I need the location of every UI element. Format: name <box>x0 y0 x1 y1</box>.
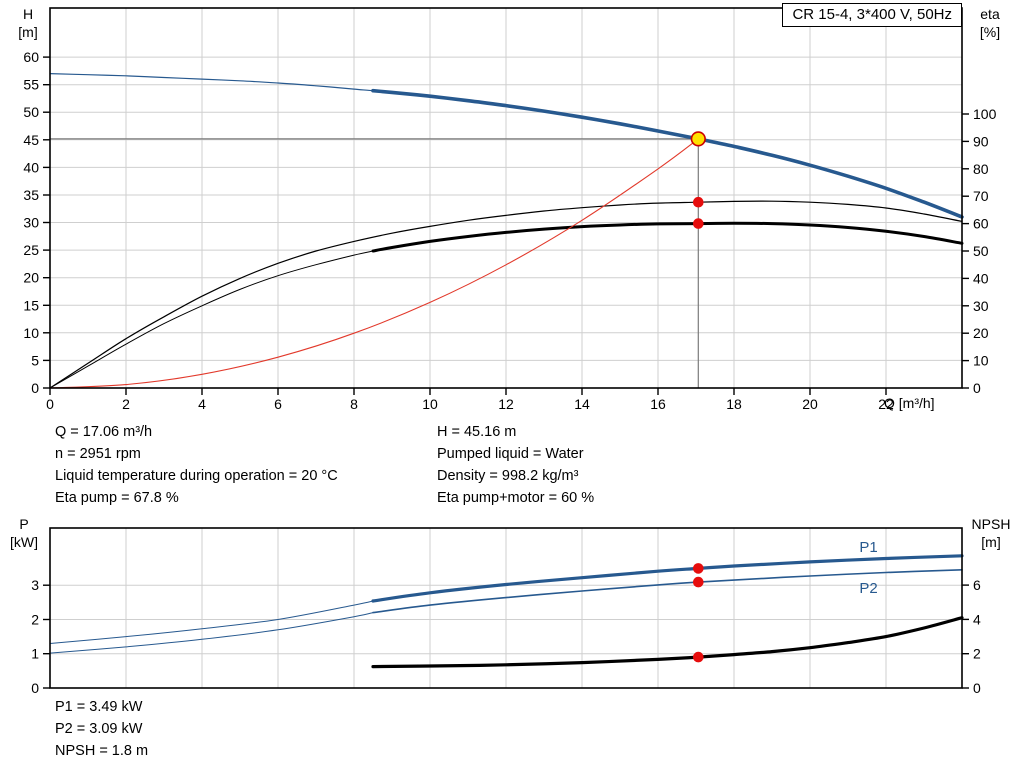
duty-value-dot <box>693 563 704 574</box>
head-axis-unit: [m] <box>18 24 38 40</box>
qh-curve <box>371 88 964 219</box>
y-right-tick-label: 0 <box>973 680 981 696</box>
speed-readout: n = 2951 rpm <box>55 446 141 462</box>
y-left-tick-label: 0 <box>31 380 39 396</box>
head-axis-caption: H [m] <box>10 5 46 41</box>
p2-curve <box>372 569 963 614</box>
y-right-tick-label: 60 <box>973 216 989 232</box>
y-left-tick-label: 10 <box>23 325 39 341</box>
density-readout: Density = 998.2 kg/m³ <box>437 468 579 484</box>
y-left-tick-label: 30 <box>23 215 39 231</box>
p2-curve-low-flow <box>49 612 374 654</box>
y-right-tick-label: 90 <box>973 133 989 149</box>
power-axis-caption: P [kW] <box>2 515 46 551</box>
x-tick-label: 14 <box>574 396 590 412</box>
y-left-tick-label: 55 <box>23 77 39 93</box>
eta-pump-motor-curve-low-flow <box>49 250 374 389</box>
y-right-tick-label: 70 <box>973 188 989 204</box>
y-right-tick-label: 0 <box>973 380 981 396</box>
plot-frame <box>49 527 963 689</box>
y-left-tick-label: 15 <box>23 297 39 313</box>
duty-flow-readout: Q = 17.06 m³/h <box>55 424 153 440</box>
npsh-readout: NPSH = 1.8 m <box>55 743 149 759</box>
y-right-tick-label: 2 <box>973 646 981 662</box>
npsh-axis-caption: NPSH [m] <box>962 515 1020 551</box>
eta-axis-name: eta <box>980 6 1000 22</box>
power-axis-unit: [kW] <box>10 534 38 550</box>
eta-pump-motor-readout: Eta pump+motor = 60 % <box>437 490 595 506</box>
duty-value-dot <box>693 218 704 229</box>
y-left-tick-label: 2 <box>31 612 39 628</box>
y-right-tick-label: 6 <box>973 577 981 593</box>
duty-value-dot <box>693 651 704 663</box>
x-tick-label: 12 <box>498 396 514 412</box>
eta-pump-curve <box>49 200 963 389</box>
p2-readout: P2 = 3.09 kW <box>55 721 143 737</box>
duty-point-marker <box>690 131 706 147</box>
y-right-tick-label: 80 <box>973 161 989 177</box>
qh-curve-low-flow <box>49 73 374 92</box>
pumped-liquid-readout: Pumped liquid = Water <box>437 446 584 462</box>
y-left-tick-label: 5 <box>31 352 39 368</box>
y-left-tick-label: 60 <box>23 49 39 65</box>
y-left-tick-label: 40 <box>23 159 39 175</box>
p1-curve <box>371 554 964 603</box>
x-tick-label: 20 <box>802 396 818 412</box>
y-left-tick-label: 20 <box>23 270 39 286</box>
y-left-tick-label: 1 <box>31 646 39 662</box>
x-tick-label: 4 <box>198 396 206 412</box>
npsh-axis-name: NPSH <box>971 516 1011 532</box>
y-left-tick-label: 0 <box>31 680 39 696</box>
curve-label-p2: P2 <box>859 580 877 597</box>
x-tick-label: 6 <box>274 396 282 412</box>
npsh-axis-unit: [m] <box>981 534 1001 550</box>
power-npsh-chart: 0 1 2 3 0 2 4 6 P1 P2 <box>31 527 981 696</box>
flow-axis-caption: Q [m³/h] <box>884 395 935 411</box>
y-right-tick-label: 40 <box>973 270 989 286</box>
x-tick-label: 8 <box>350 396 358 412</box>
power-npsh-readouts: P1 = 3.49 kW P2 = 3.09 kW NPSH = 1.8 m <box>55 696 148 762</box>
system-curve <box>49 138 699 389</box>
eta-axis-caption: eta [%] <box>968 5 1012 41</box>
x-tick-label: 0 <box>46 396 54 412</box>
y-left-tick-label: 50 <box>23 104 39 120</box>
x-tick-label: 16 <box>650 396 666 412</box>
duty-value-dot <box>693 576 704 588</box>
liquid-temperature-readout: Liquid temperature during operation = 20… <box>55 468 338 484</box>
x-tick-label: 10 <box>422 396 438 412</box>
head-axis-name: H <box>22 6 34 22</box>
y-right-tick-label: 10 <box>973 353 989 369</box>
y-right-tick-label: 50 <box>973 243 989 259</box>
x-tick-label: 2 <box>122 396 130 412</box>
x-tick-label: 22 <box>878 396 894 412</box>
y-right-tick-label: 100 <box>973 106 997 122</box>
eta-pump-readout: Eta pump = 67.8 % <box>55 490 179 506</box>
operating-data-left-column: Q = 17.06 m³/h n = 2951 rpm Liquid tempe… <box>55 421 338 509</box>
power-axis-name: P <box>19 516 29 532</box>
operating-data-right-column: H = 45.16 m Pumped liquid = Water Densit… <box>437 421 594 509</box>
npsh-curve <box>371 616 964 669</box>
y-left-tick-label: 35 <box>23 187 39 203</box>
y-left-tick-label: 25 <box>23 242 39 258</box>
eta-axis-unit: [%] <box>979 24 1001 40</box>
y-left-tick-label: 45 <box>23 132 39 148</box>
qh-eta-chart: 0510152025303540455055600102030405060708… <box>23 7 997 412</box>
x-tick-label: 18 <box>726 396 742 412</box>
pump-model-title: CR 15-4, 3*400 V, 50Hz <box>782 3 962 27</box>
duty-head-readout: H = 45.16 m <box>437 424 517 440</box>
y-left-tick-label: 3 <box>31 577 39 593</box>
p1-curve-low-flow <box>49 600 374 644</box>
curve-label-p1: P1 <box>859 539 877 556</box>
y-right-tick-label: 30 <box>973 298 989 314</box>
p1-readout: P1 = 3.49 kW <box>55 699 143 715</box>
y-right-tick-label: 20 <box>973 325 989 341</box>
y-right-tick-label: 4 <box>973 611 981 627</box>
eta-pump-motor-curve <box>371 221 964 253</box>
duty-value-dot <box>693 196 704 208</box>
